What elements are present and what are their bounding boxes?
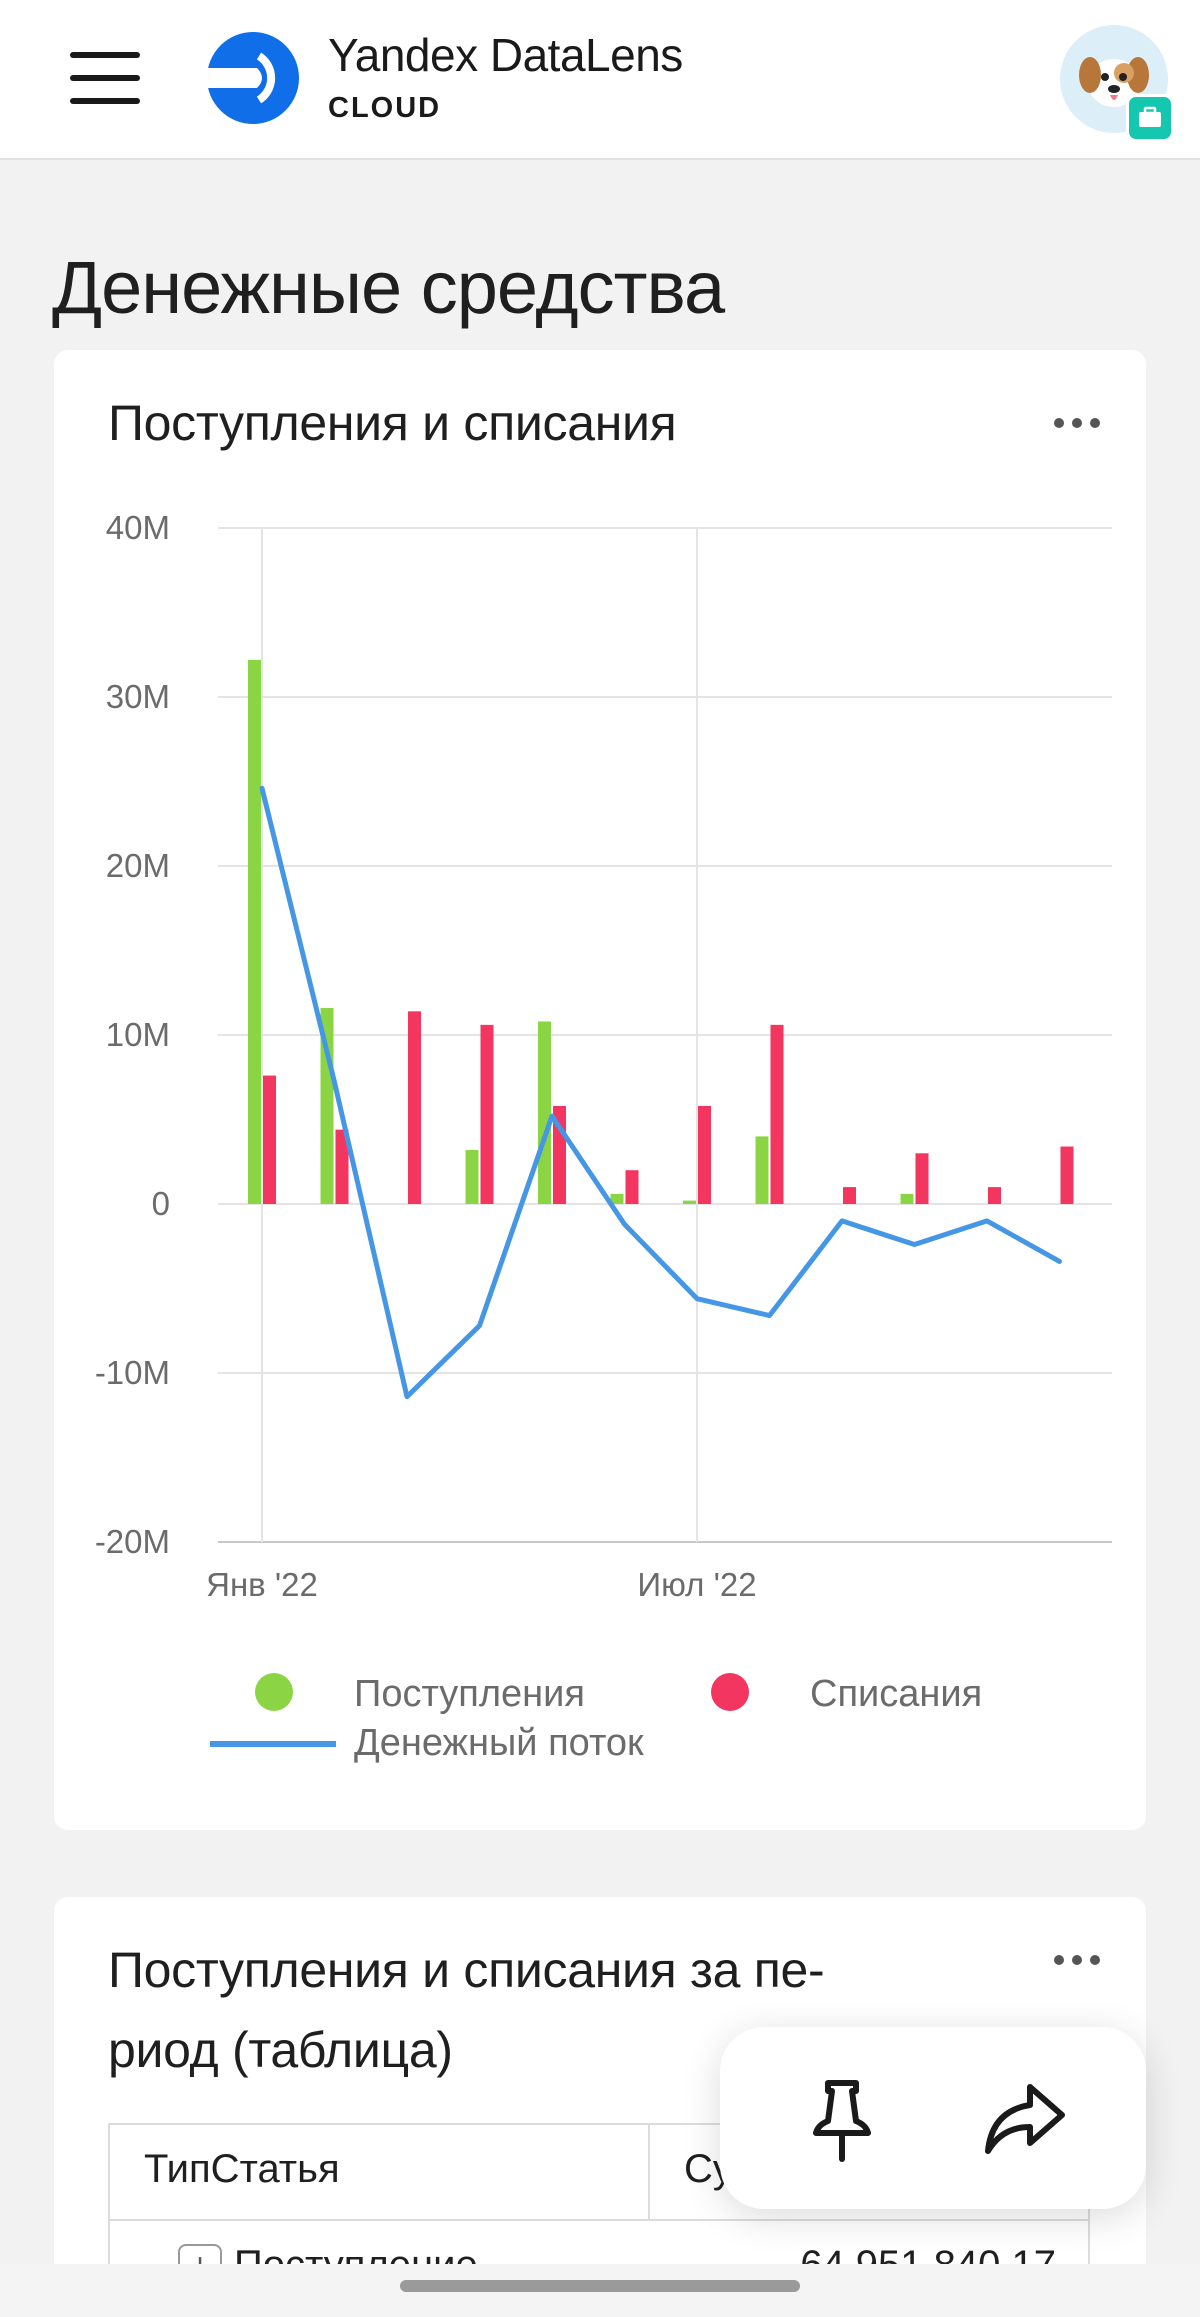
bar-postupleniya	[755, 1136, 769, 1204]
column-header[interactable]: ТипСтатья	[110, 2125, 650, 2221]
brand[interactable]: Yandex DataLens CLOUD	[328, 28, 683, 125]
briefcase-icon	[1126, 94, 1174, 142]
widget-title-line2: риод (таблица)	[108, 2022, 453, 2078]
bar-spisaniya	[408, 1011, 421, 1204]
legend-label: Списания	[810, 1673, 982, 1715]
y-tick-label: -10M	[95, 1354, 170, 1391]
bar-spisaniya	[698, 1105, 711, 1204]
y-tick-label: -20M	[95, 1523, 170, 1560]
bar-spisaniya	[625, 1170, 639, 1204]
bar-spisaniya	[843, 1187, 856, 1204]
legend-label: Поступления	[354, 1673, 585, 1715]
bar-postupleniya	[610, 1193, 624, 1204]
y-tick-label: 40M	[106, 509, 170, 546]
more-dots-icon[interactable]	[1048, 1945, 1108, 1975]
y-tick-label: 30M	[106, 678, 170, 715]
widget-title-line1: Поступления и списания за пе-	[108, 1942, 825, 1998]
page-title: Денежные средства	[52, 246, 725, 329]
share-arrow-icon[interactable]	[974, 2069, 1074, 2169]
brand-sub: CLOUD	[328, 92, 442, 124]
y-tick-label: 0	[152, 1185, 170, 1222]
brand-name: Yandex DataLens	[328, 29, 683, 81]
home-indicator[interactable]	[400, 2280, 800, 2292]
bar-postupleniya	[683, 1200, 696, 1204]
legend-label: Денежный поток	[354, 1722, 644, 1764]
more-dots-icon[interactable]	[1048, 408, 1108, 438]
bar-spisaniya	[480, 1024, 494, 1204]
chart-widget: Поступления и списания 40M 30M 20M 10M 0 -10M…	[54, 350, 1146, 1830]
legend-marker	[255, 1673, 293, 1711]
y-tick-label: 20M	[106, 847, 170, 884]
app-header: Yandex DataLens CLOUD	[0, 0, 1200, 160]
legend-marker	[711, 1673, 749, 1711]
bar-postupleniya	[538, 1021, 551, 1204]
bar-spisaniya	[770, 1024, 784, 1204]
x-tick-label: Янв '22	[206, 1566, 318, 1603]
bar-line-chart: 40M 30M 20M 10M 0 -10M -20M Янв '22 Июл '22 Пост…	[95, 509, 1112, 1764]
bar-spisaniya	[988, 1187, 1001, 1204]
bar-spisaniya	[1060, 1146, 1074, 1204]
pin-icon[interactable]	[792, 2069, 892, 2169]
x-tick-label: Июл '22	[637, 1566, 756, 1603]
y-tick-label: 10M	[106, 1016, 170, 1053]
line-denezhny-potok	[259, 785, 1062, 1400]
bar-spisaniya	[915, 1153, 929, 1204]
table-widget: Поступления и списания за пе- риод (табл…	[54, 1897, 1146, 2317]
bar-spisaniya	[335, 1129, 349, 1204]
widget-title: Поступления и списания	[108, 395, 677, 451]
action-bar	[720, 2027, 1146, 2209]
datalens-logo-icon[interactable]	[203, 28, 303, 128]
hamburger-menu-icon[interactable]	[70, 50, 142, 108]
bar-postupleniya	[248, 659, 261, 1204]
bar-postupleniya	[900, 1193, 914, 1204]
bar-spisaniya	[263, 1075, 276, 1204]
bar-postupleniya	[465, 1149, 479, 1204]
